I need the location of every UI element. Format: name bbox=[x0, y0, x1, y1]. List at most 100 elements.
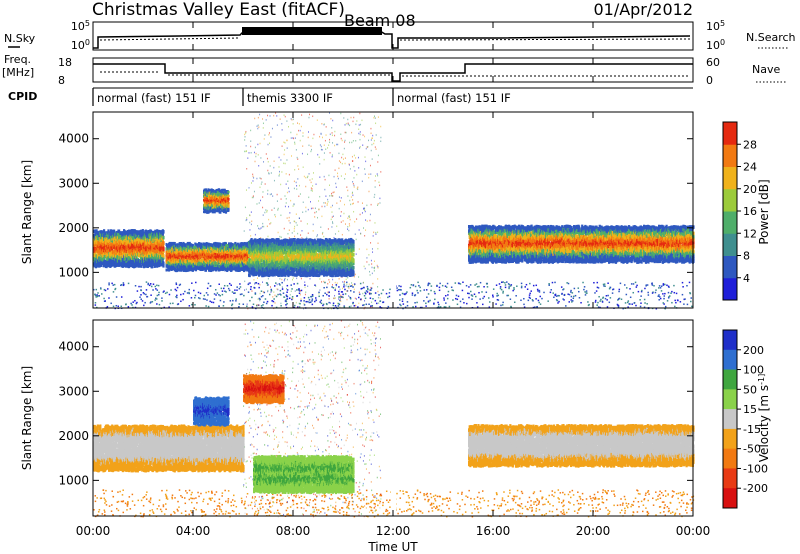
heatmap-cell bbox=[288, 237, 290, 239]
heatmap-cell bbox=[301, 152, 303, 155]
heatmap-cell bbox=[377, 265, 379, 268]
heatmap-cell bbox=[269, 286, 271, 288]
heatmap-cell bbox=[377, 267, 379, 269]
heatmap-cell bbox=[244, 150, 246, 153]
heatmap-cell bbox=[288, 190, 290, 193]
heatmap-cell bbox=[171, 241, 174, 245]
heatmap-cell bbox=[186, 269, 189, 272]
heatmap-cell bbox=[194, 304, 196, 306]
heatmap-cell bbox=[219, 211, 222, 214]
heatmap-cell bbox=[361, 119, 363, 122]
heatmap-cell bbox=[295, 181, 297, 184]
heatmap-cell bbox=[172, 302, 174, 305]
heatmap-cell bbox=[163, 306, 166, 309]
heatmap-cell bbox=[666, 284, 668, 287]
heatmap-cell bbox=[170, 289, 172, 291]
heatmap-cell bbox=[625, 287, 628, 289]
heatmap-cell bbox=[259, 228, 261, 230]
heatmap-cell bbox=[369, 305, 372, 307]
heatmap-cell bbox=[162, 241, 165, 245]
heatmap-cell bbox=[401, 298, 404, 300]
heatmap-cell bbox=[265, 302, 268, 305]
heatmap-cell bbox=[253, 287, 256, 289]
heatmap-cell bbox=[281, 278, 283, 281]
heatmap-cell bbox=[290, 290, 292, 293]
heatmap-cell bbox=[402, 307, 404, 310]
heatmap-cell bbox=[688, 281, 691, 284]
heatmap-cell bbox=[109, 240, 112, 245]
heatmap-cell bbox=[260, 237, 262, 239]
heatmap-cell bbox=[520, 282, 523, 285]
heatmap-cell bbox=[215, 294, 217, 296]
heatmap-cell bbox=[340, 294, 342, 297]
heatmap-cell bbox=[322, 231, 324, 234]
heatmap-cell bbox=[310, 207, 312, 210]
heatmap-cell bbox=[273, 114, 275, 117]
heatmap-cell bbox=[353, 275, 355, 278]
heatmap-cell bbox=[351, 282, 353, 284]
heatmap-cell bbox=[308, 116, 310, 119]
heatmap-cell bbox=[250, 182, 252, 184]
heatmap-cell bbox=[321, 215, 323, 218]
heatmap-cell bbox=[226, 259, 229, 263]
heatmap-cell bbox=[604, 285, 606, 288]
heatmap-cell bbox=[364, 291, 366, 294]
heatmap-cell bbox=[215, 242, 218, 246]
heatmap-cell bbox=[368, 173, 370, 175]
heatmap-cell bbox=[350, 285, 353, 287]
heatmap-cell bbox=[363, 286, 365, 289]
heatmap-cell bbox=[488, 301, 491, 303]
heatmap-cell bbox=[364, 292, 367, 295]
heatmap-cell bbox=[312, 207, 314, 210]
heatmap-cell bbox=[344, 223, 346, 225]
heatmap-cell bbox=[289, 222, 291, 224]
heatmap-cell bbox=[290, 284, 292, 286]
heatmap-cell bbox=[278, 283, 281, 285]
heatmap-cell bbox=[96, 239, 99, 243]
heatmap-cell bbox=[654, 291, 657, 294]
heatmap-cell bbox=[548, 284, 550, 286]
heatmap-cell bbox=[338, 207, 340, 210]
heatmap-cell bbox=[377, 204, 379, 206]
heatmap-cell bbox=[360, 123, 362, 126]
heatmap-cell bbox=[465, 284, 468, 287]
heatmap-cell bbox=[348, 287, 350, 289]
heatmap-cell bbox=[262, 122, 264, 125]
heatmap-cell bbox=[332, 191, 334, 194]
heatmap-cell bbox=[216, 204, 219, 208]
heatmap-cell bbox=[508, 287, 510, 290]
heatmap-cell bbox=[364, 300, 366, 302]
heatmap-cell bbox=[321, 281, 323, 283]
heatmap-cell bbox=[433, 302, 435, 305]
heatmap-cell bbox=[334, 294, 336, 297]
heatmap-cell bbox=[336, 202, 338, 204]
heatmap-cell bbox=[307, 131, 309, 133]
station-title: Christmas Valley East (fitACF) bbox=[92, 0, 345, 20]
heatmap-cell bbox=[427, 283, 430, 285]
heatmap-cell bbox=[379, 197, 381, 200]
heatmap-cell bbox=[463, 301, 465, 304]
heatmap-cell bbox=[645, 284, 648, 286]
heatmap-cell bbox=[216, 263, 219, 267]
heatmap-cell bbox=[573, 287, 576, 290]
heatmap-cell bbox=[146, 249, 149, 254]
heatmap-cell bbox=[326, 286, 328, 289]
heatmap-cell bbox=[302, 166, 304, 168]
heatmap-cell bbox=[225, 265, 228, 269]
heatmap-cell bbox=[349, 168, 351, 170]
heatmap-cell bbox=[162, 235, 165, 240]
heatmap-cell bbox=[122, 259, 125, 264]
heatmap-cell bbox=[204, 203, 207, 206]
heatmap-cell bbox=[278, 166, 280, 168]
heatmap-cell bbox=[191, 261, 194, 265]
heatmap-cell bbox=[606, 306, 609, 308]
heatmap-cell bbox=[204, 263, 208, 267]
heatmap-cell bbox=[354, 170, 356, 172]
heatmap-cell bbox=[305, 291, 307, 293]
heatmap-cell bbox=[359, 147, 361, 149]
heatmap-cell bbox=[199, 261, 203, 265]
heatmap-cell bbox=[281, 281, 283, 284]
heatmap-cell bbox=[181, 256, 184, 260]
heatmap-cell bbox=[233, 292, 235, 294]
heatmap-cell bbox=[148, 238, 151, 242]
